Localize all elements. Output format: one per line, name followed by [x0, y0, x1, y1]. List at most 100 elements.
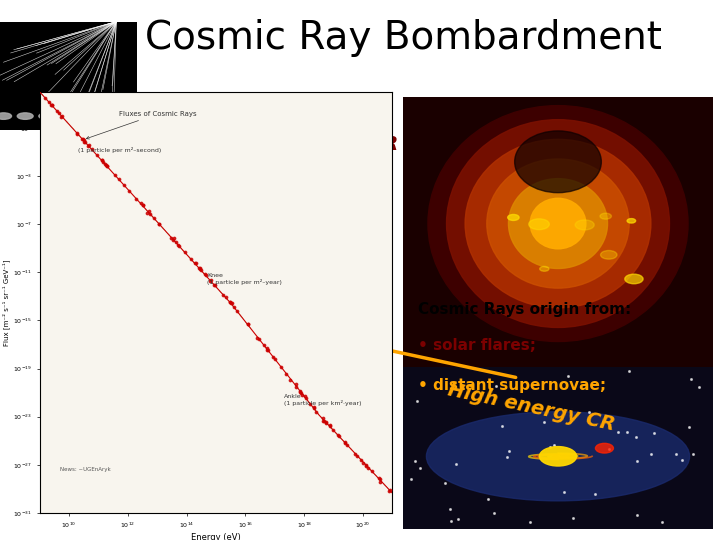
Point [339, 437, 351, 446]
Point [153, 220, 164, 228]
Point [153, 219, 165, 228]
Point [251, 333, 263, 342]
Ellipse shape [125, 113, 141, 119]
Point [623, 366, 634, 375]
Point [208, 281, 220, 289]
Ellipse shape [60, 113, 76, 119]
Bar [403, 97, 713, 378]
Ellipse shape [82, 113, 98, 119]
Ellipse shape [627, 219, 636, 223]
Point [328, 426, 339, 434]
Point [308, 404, 320, 413]
Point [648, 429, 660, 437]
Point [113, 174, 125, 183]
Text: High energy CR: High energy CR [446, 381, 617, 435]
Point [501, 453, 513, 461]
Ellipse shape [540, 266, 549, 271]
Ellipse shape [428, 106, 688, 341]
Point [341, 440, 353, 449]
Text: • solar flares;: • solar flares; [418, 338, 536, 353]
Point [84, 140, 95, 149]
Point [253, 334, 265, 343]
Point [374, 475, 385, 483]
Point [284, 375, 296, 384]
Point [226, 299, 238, 308]
Point [630, 433, 642, 441]
Point [452, 515, 464, 523]
Point [118, 181, 130, 190]
Point [503, 447, 515, 456]
Ellipse shape [17, 113, 33, 119]
Point [45, 100, 57, 109]
Point [224, 298, 235, 306]
Ellipse shape [465, 139, 651, 308]
Ellipse shape [600, 213, 611, 219]
Point [173, 241, 184, 249]
Text: Cosmic Ray Bombardment: Cosmic Ray Bombardment [145, 19, 662, 57]
Point [71, 130, 83, 139]
Text: Knee
(1 particle per m²–year): Knee (1 particle per m²–year) [207, 273, 282, 285]
Point [225, 298, 236, 307]
Point [130, 195, 141, 204]
Point [143, 207, 155, 215]
Point [351, 451, 363, 460]
Point [189, 259, 200, 267]
Y-axis label: Flux [m⁻² s⁻¹ sr⁻¹ GeV⁻¹]: Flux [m⁻² s⁻¹ sr⁻¹ GeV⁻¹] [3, 259, 10, 346]
Point [100, 160, 112, 169]
Ellipse shape [625, 274, 643, 284]
Point [280, 369, 292, 378]
Ellipse shape [508, 214, 519, 220]
Ellipse shape [595, 443, 613, 453]
Point [82, 141, 94, 150]
Point [567, 514, 579, 522]
Point [267, 353, 279, 361]
Point [191, 259, 202, 268]
Point [231, 307, 243, 315]
Point [296, 390, 307, 399]
Point [44, 98, 55, 106]
Point [320, 417, 332, 426]
Point [51, 106, 63, 115]
Point [289, 380, 301, 388]
Point [196, 265, 207, 274]
Point [137, 201, 148, 210]
Point [290, 382, 302, 391]
Point [97, 158, 109, 167]
Point [687, 449, 698, 458]
Point [646, 450, 657, 458]
Point [71, 129, 82, 138]
Point [145, 210, 156, 219]
Point [339, 438, 351, 447]
Ellipse shape [0, 113, 12, 119]
Ellipse shape [530, 198, 586, 249]
Point [56, 112, 68, 120]
Point [46, 100, 58, 109]
Point [276, 363, 287, 372]
Point [450, 460, 462, 468]
Point [200, 271, 212, 280]
Point [384, 486, 395, 495]
Ellipse shape [600, 251, 617, 259]
Text: Ankle
(1 particle per km²·year): Ankle (1 particle per km²·year) [284, 394, 361, 406]
Text: Fluxes of Cosmic Rays: Fluxes of Cosmic Rays [86, 111, 197, 139]
Point [603, 445, 614, 454]
Point [384, 486, 396, 495]
Point [137, 201, 148, 210]
Point [482, 495, 494, 503]
Point [538, 418, 549, 427]
Text: (1 particle per m²–second): (1 particle per m²–second) [78, 147, 161, 153]
Point [78, 137, 90, 146]
Point [217, 291, 229, 300]
Point [299, 392, 310, 400]
Point [194, 264, 206, 273]
Point [357, 459, 369, 468]
Point [308, 403, 320, 411]
Point [362, 463, 374, 472]
Point [261, 344, 273, 353]
Ellipse shape [104, 113, 120, 119]
Point [439, 479, 451, 488]
Point [170, 238, 181, 247]
Ellipse shape [426, 411, 690, 501]
Point [209, 281, 220, 289]
X-axis label: Energy (eV): Energy (eV) [191, 533, 241, 540]
